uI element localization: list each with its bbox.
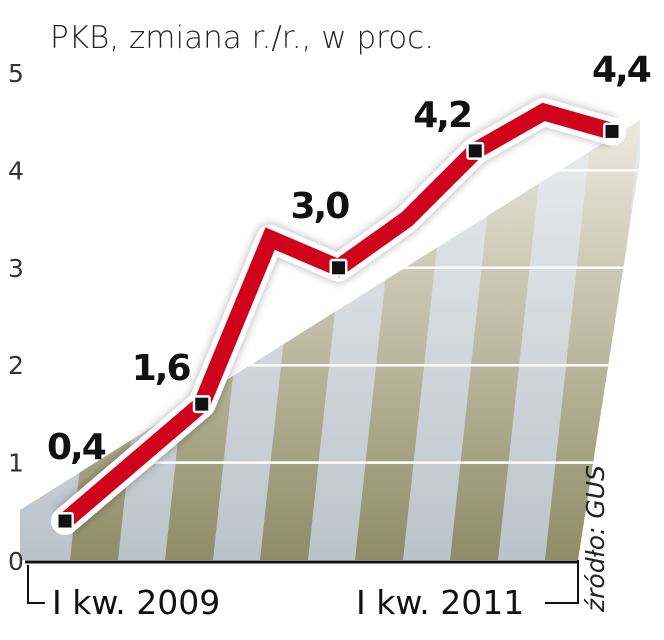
data-marker (58, 514, 72, 528)
data-marker (468, 144, 482, 158)
data-label: 3,0 (291, 186, 350, 227)
x-tick-label-start: I kw. 2009 (52, 583, 220, 622)
background-stripe (450, 120, 550, 560)
source-note: źródło: GUS (581, 465, 610, 613)
y-tick-label: 5 (8, 59, 24, 88)
chart-title: PKB, zmiana r./r., w proc. (50, 20, 434, 56)
data-marker (332, 261, 345, 275)
background-stripe (545, 120, 640, 560)
y-axis-ticks: 0 1 2 3 4 5 (8, 59, 24, 576)
data-label: 1,6 (132, 348, 191, 389)
data-label: 0,4 (47, 427, 106, 468)
y-tick-label: 0 (8, 547, 24, 576)
data-marker (195, 397, 209, 411)
y-tick-label: 2 (8, 351, 24, 380)
y-tick-label: 4 (8, 156, 24, 185)
x-tick-label-end: I kw. 2011 (356, 583, 524, 622)
x-axis-bracket (27, 560, 579, 604)
y-tick-label: 1 (8, 449, 24, 478)
data-label: 4,4 (592, 49, 651, 90)
y-tick-label: 3 (8, 254, 24, 283)
data-marker (605, 124, 619, 138)
data-labels: 0,4 1,6 3,0 4,2 4,4 (47, 49, 653, 468)
series-gdp (51, 96, 626, 536)
background-stripe (640, 80, 664, 560)
data-label: 4,2 (413, 95, 471, 136)
